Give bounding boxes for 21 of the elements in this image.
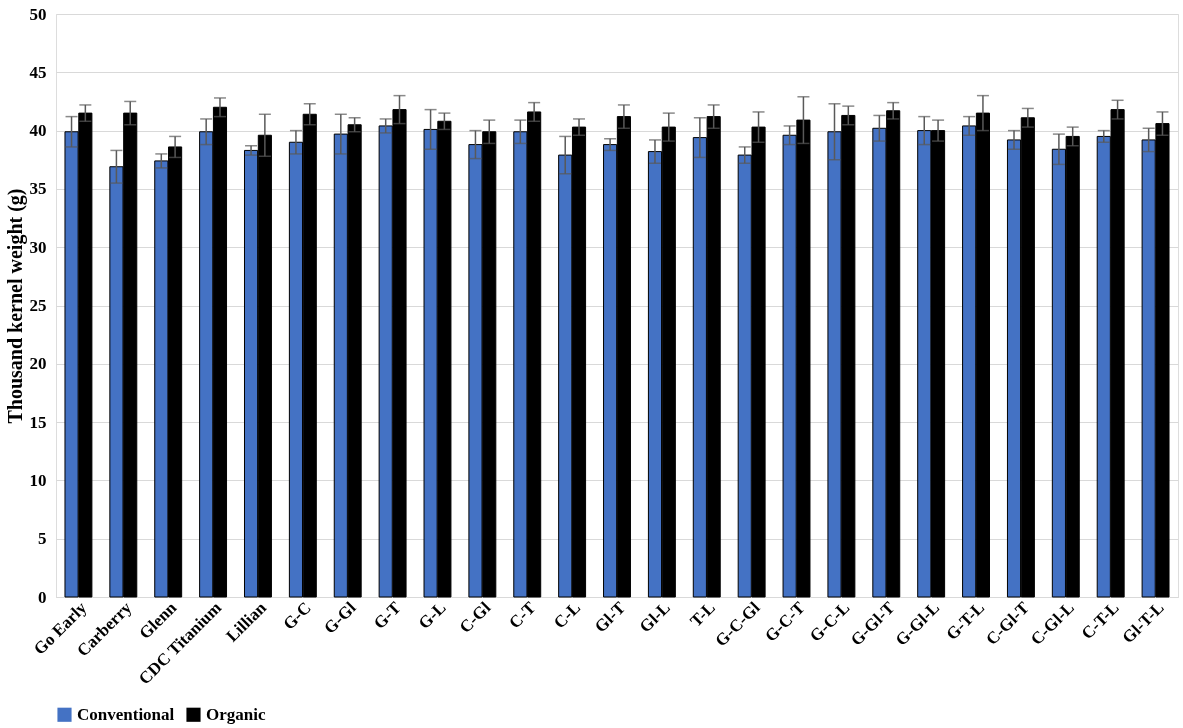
x-tick-label: C-L xyxy=(550,598,585,633)
x-tick-label: G-T xyxy=(369,597,406,633)
x-tick-label: T-L xyxy=(686,598,719,631)
y-tick-label: 0 xyxy=(38,587,47,607)
y-tick-label: 45 xyxy=(29,62,47,82)
y-tick-label: 5 xyxy=(38,529,47,549)
legend-label: Conventional xyxy=(77,704,175,724)
y-axis-title: Thousand kernel weight (g) xyxy=(3,188,27,424)
y-tick-label: 25 xyxy=(29,296,47,315)
y-tick-label: 15 xyxy=(29,412,47,432)
x-tick-label: G-L xyxy=(414,598,450,633)
x-tick-label: Gl-L xyxy=(635,598,674,637)
y-tick-label: 20 xyxy=(29,354,47,374)
y-tick-label: 35 xyxy=(29,179,47,199)
x-tick-label: C-T xyxy=(505,597,540,633)
y-tick-label: 10 xyxy=(29,470,47,490)
y-tick-label: 50 xyxy=(29,4,47,24)
legend-label: Organic xyxy=(206,704,266,724)
y-tick-label: 30 xyxy=(29,237,47,257)
x-tick-label: G-C xyxy=(279,598,315,634)
y-tick-label: 40 xyxy=(29,121,47,141)
